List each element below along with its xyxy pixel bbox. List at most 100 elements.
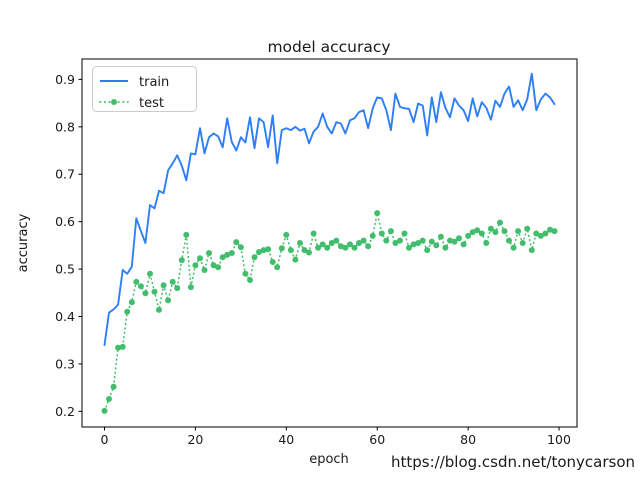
test-marker bbox=[506, 237, 512, 244]
test-marker bbox=[201, 267, 208, 273]
test-marker bbox=[519, 240, 526, 246]
plot-area: 0 20 40 60 80 100 0.2 0.3 0.4 0.5 0.6 0.7 0.8 0.9 bbox=[55, 58, 578, 447]
x-axis-label: epoch bbox=[309, 452, 349, 467]
test-marker bbox=[251, 254, 258, 261]
test-marker bbox=[224, 251, 231, 258]
test-marker bbox=[328, 240, 335, 246]
test-marker bbox=[333, 237, 340, 244]
test-marker bbox=[110, 383, 117, 390]
test-marker bbox=[106, 396, 112, 402]
y-tick-label: 0.3 bbox=[55, 356, 75, 371]
test-marker bbox=[542, 230, 549, 237]
legend-entry-train: train bbox=[100, 75, 169, 90]
test-marker bbox=[360, 237, 367, 244]
y-tick-label: 0.2 bbox=[55, 404, 75, 419]
x-tick-label: 20 bbox=[187, 432, 203, 447]
x-tick-label: 80 bbox=[460, 432, 476, 447]
test-marker bbox=[347, 241, 353, 248]
test-marker bbox=[547, 226, 553, 233]
y-tick-label: 0.6 bbox=[55, 214, 75, 229]
test-marker bbox=[378, 230, 385, 237]
test-marker bbox=[383, 237, 390, 244]
test-marker bbox=[528, 247, 535, 254]
test-marker bbox=[319, 241, 326, 248]
test-marker bbox=[324, 244, 331, 251]
test-marker bbox=[447, 237, 453, 244]
legend-label-train: train bbox=[139, 75, 169, 90]
test-marker bbox=[174, 285, 181, 292]
test-marker bbox=[178, 257, 185, 264]
test-marker bbox=[406, 244, 412, 251]
test-marker bbox=[419, 237, 426, 244]
test-marker bbox=[228, 250, 235, 256]
test-marker bbox=[278, 245, 285, 252]
test-marker bbox=[297, 240, 303, 246]
chart-title: model accuracy bbox=[267, 38, 390, 56]
test-marker bbox=[274, 264, 281, 271]
test-marker-swatch bbox=[111, 99, 117, 105]
test-marker bbox=[415, 240, 422, 246]
test-marker bbox=[151, 288, 158, 295]
test-marker bbox=[497, 219, 503, 226]
test-marker bbox=[428, 238, 435, 245]
test-marker bbox=[210, 262, 217, 269]
y-tick-label: 0.8 bbox=[55, 119, 75, 134]
test-marker bbox=[365, 243, 372, 250]
test-marker bbox=[456, 235, 462, 242]
test-marker bbox=[128, 299, 135, 306]
x-tick-label: 100 bbox=[547, 432, 571, 447]
legend-entry-test: test bbox=[99, 96, 164, 111]
legend-box bbox=[92, 66, 197, 112]
legend-label-test: test bbox=[139, 96, 164, 111]
test-marker bbox=[183, 231, 190, 238]
test-marker bbox=[374, 210, 381, 217]
test-marker bbox=[492, 229, 499, 236]
test-marker bbox=[524, 225, 531, 232]
test-marker bbox=[283, 231, 290, 238]
test-marker bbox=[137, 283, 144, 290]
test-marker bbox=[292, 256, 299, 263]
test-marker bbox=[133, 278, 140, 285]
test-marker bbox=[483, 240, 490, 246]
test-marker bbox=[442, 244, 449, 251]
test-marker bbox=[206, 250, 212, 256]
test-marker bbox=[460, 241, 467, 248]
test-marker bbox=[315, 244, 322, 251]
test-marker bbox=[101, 407, 108, 414]
test-line bbox=[103, 212, 556, 412]
test-marker bbox=[533, 230, 540, 237]
test-marker bbox=[301, 247, 308, 254]
test-marker bbox=[142, 290, 149, 297]
x-tick-label: 0 bbox=[101, 432, 109, 447]
test-marker bbox=[269, 259, 276, 265]
test-marker bbox=[337, 243, 344, 250]
test-marker bbox=[160, 282, 167, 289]
test-marker bbox=[119, 343, 126, 350]
test-marker bbox=[310, 230, 317, 237]
test-marker bbox=[287, 247, 294, 254]
test-marker bbox=[124, 308, 131, 315]
y-tick-label: 0.5 bbox=[55, 262, 75, 277]
watermark: https://blog.csdn.net/tonycarson bbox=[391, 453, 635, 471]
test-marker bbox=[356, 240, 362, 246]
test-marker bbox=[260, 247, 267, 254]
test-marker bbox=[510, 244, 517, 251]
train-line bbox=[103, 72, 556, 346]
test-marker bbox=[537, 232, 544, 239]
x-tick-label: 40 bbox=[278, 432, 294, 447]
y-tick-label: 0.7 bbox=[55, 167, 75, 182]
test-marker bbox=[147, 270, 153, 277]
test-marker bbox=[215, 264, 222, 271]
test-marker bbox=[233, 239, 240, 246]
test-marker bbox=[387, 228, 394, 235]
test-marker bbox=[256, 249, 262, 255]
test-marker bbox=[197, 255, 203, 262]
test-marker bbox=[487, 225, 494, 232]
test-marker bbox=[369, 232, 376, 239]
test-marker bbox=[515, 228, 522, 235]
test-marker bbox=[265, 246, 272, 253]
test-marker bbox=[397, 237, 403, 244]
test-marker bbox=[242, 270, 249, 277]
